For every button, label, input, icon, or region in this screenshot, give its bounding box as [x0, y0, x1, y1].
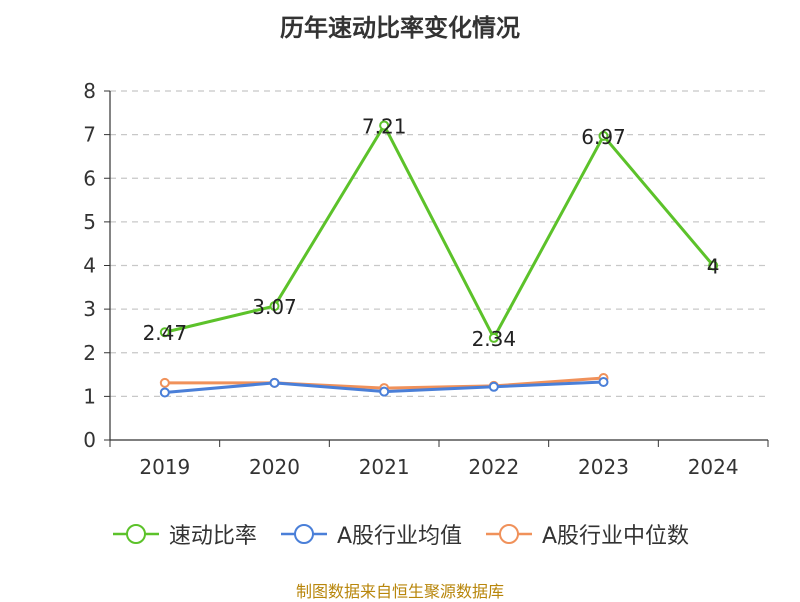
- data-point: [269, 301, 280, 312]
- grid-lines: [110, 90, 768, 397]
- y-tick-label: 3: [83, 297, 96, 321]
- source-note: 制图数据来自恒生聚源数据库: [295, 582, 504, 601]
- data-point: [159, 377, 170, 388]
- legend-swatch-icon: [112, 524, 159, 544]
- y-tick-label: 4: [83, 254, 96, 278]
- axes: 0 1 2 3 4 5 6 7 8 2019 2020 2021 2022 2023 2024: [83, 79, 769, 479]
- series-lines: [159, 120, 719, 398]
- legend: 速动比率 A股行业均值 A股行业中位数: [0, 518, 800, 550]
- legend-item[interactable]: A股行业均值: [279, 518, 462, 550]
- data-labels: 2.47 3.07 7.21 2.34 6.97 4: [143, 114, 720, 350]
- data-label: 7.21: [362, 114, 407, 138]
- legend-item[interactable]: 速动比率: [111, 518, 257, 550]
- data-label: 4: [707, 255, 720, 279]
- data-label: 6.97: [581, 125, 626, 149]
- legend-swatch-icon: [280, 524, 327, 544]
- y-tick-label: 8: [83, 79, 96, 103]
- y-tick-label: 0: [83, 428, 96, 452]
- x-tick-label: 2021: [359, 455, 410, 479]
- legend-item[interactable]: A股行业中位数: [484, 518, 689, 550]
- data-point: [379, 120, 390, 131]
- data-point: [598, 376, 609, 387]
- legend-label: A股行业均值: [336, 524, 462, 549]
- data-label: 2.47: [143, 321, 188, 345]
- x-tick-label: 2022: [468, 455, 519, 479]
- x-tick-label: 2020: [249, 455, 300, 479]
- y-tick-label: 6: [83, 166, 96, 190]
- data-point: [488, 381, 499, 392]
- data-point: [708, 260, 719, 271]
- y-tick-label: 5: [83, 210, 96, 234]
- legend-swatch-icon: [486, 524, 532, 544]
- x-tick-label: 2023: [578, 455, 629, 479]
- data-label: 3.07: [252, 295, 297, 319]
- x-tick-label: 2024: [688, 455, 739, 479]
- data-point: [379, 386, 390, 397]
- y-tick-label: 7: [83, 123, 96, 147]
- data-point: [598, 130, 609, 141]
- legend-label: A股行业中位数: [542, 524, 690, 549]
- y-tick-label: 1: [83, 384, 96, 408]
- data-point: [159, 327, 170, 338]
- data-point: [159, 387, 170, 398]
- data-label: 2.34: [472, 327, 517, 351]
- y-tick-label: 2: [83, 341, 96, 365]
- chart-title: 历年速动比率变化情况: [280, 14, 520, 42]
- legend-label: 速动比率: [168, 524, 257, 549]
- series-line: [164, 123, 715, 340]
- data-point: [269, 377, 280, 388]
- x-tick-label: 2019: [139, 455, 190, 479]
- data-point: [488, 332, 499, 343]
